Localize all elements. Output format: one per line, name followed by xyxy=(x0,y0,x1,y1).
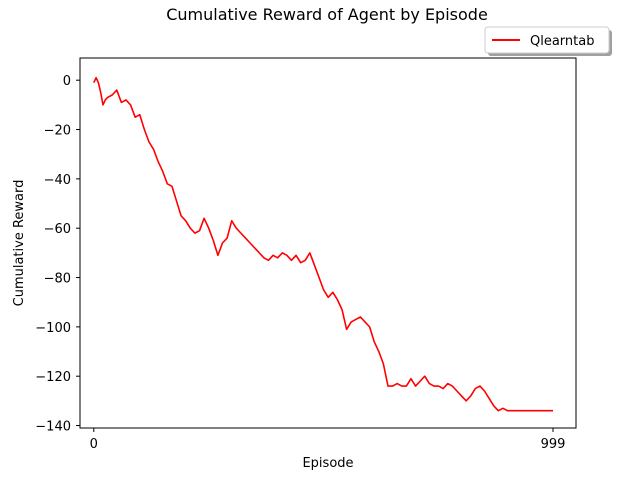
legend-label: Qlearntab xyxy=(530,34,594,49)
x-tick-label: 999 xyxy=(541,437,566,452)
y-tick-label: −80 xyxy=(44,272,71,287)
x-axis: 0 999 xyxy=(90,428,566,452)
y-tick-label: 0 xyxy=(63,74,71,89)
plot-area xyxy=(79,57,577,429)
legend-box xyxy=(484,26,610,54)
series-layer xyxy=(93,76,554,412)
y-tick-label: −40 xyxy=(44,173,71,188)
chart-title: Cumulative Reward of Agent by Episode xyxy=(166,5,488,24)
x-axis-label: Episode xyxy=(302,456,353,471)
x-tick-label: 0 xyxy=(90,437,98,452)
y-tick-label: −60 xyxy=(44,222,71,237)
series-line xyxy=(93,76,554,412)
y-axis: 0 −20 −40 −60 −80 −100 −120 −140 xyxy=(35,74,80,435)
y-tick-label: −120 xyxy=(35,370,71,385)
y-axis-label: Cumulative Reward xyxy=(12,180,27,307)
y-tick-label: −100 xyxy=(35,321,71,336)
legend: Qlearntab xyxy=(484,26,612,56)
y-tick-label: −20 xyxy=(44,124,71,139)
y-tick-label: −140 xyxy=(35,420,71,435)
